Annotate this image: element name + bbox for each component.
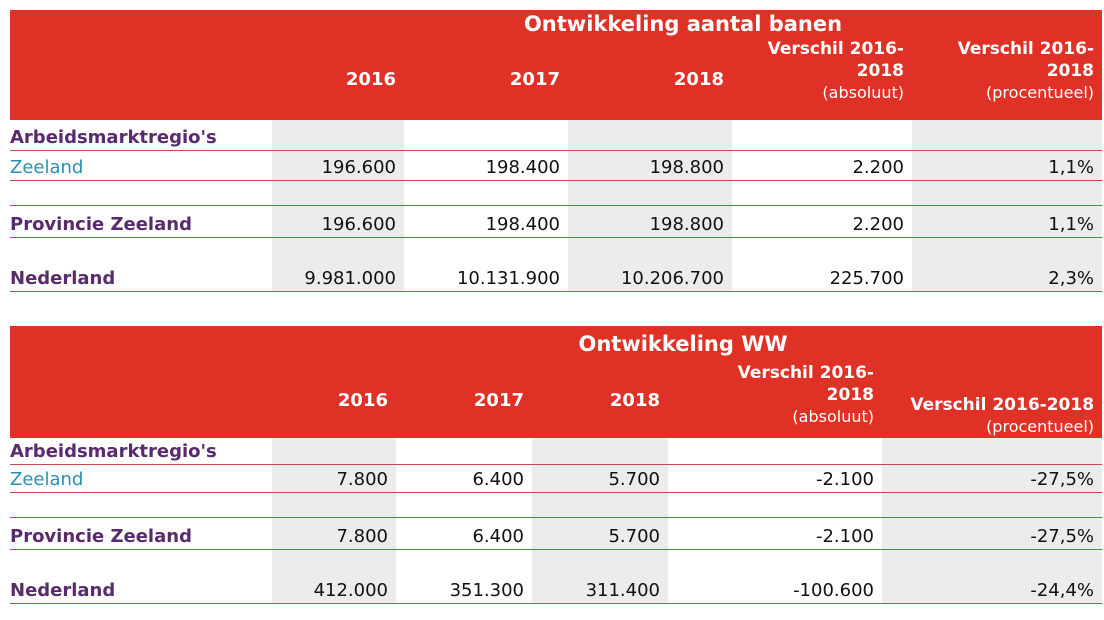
- row-label-nederland: Nederland: [10, 571, 272, 604]
- section-label: Arbeidsmarktregio's: [10, 438, 272, 465]
- row-label-zeeland[interactable]: Zeeland: [10, 150, 272, 181]
- row-label-provincie: Provincie Zeeland: [10, 517, 272, 550]
- section-label: Arbeidsmarktregio's: [10, 120, 272, 151]
- table-row: Nederland 9.981.000 10.131.900 10.206.70…: [10, 259, 1103, 292]
- row-label-nederland: Nederland: [10, 259, 272, 292]
- row-label-provincie: Provincie Zeeland: [10, 205, 272, 238]
- table-row: Zeeland 196.600 198.400 198.800 2.200 1,…: [10, 150, 1103, 181]
- col-diff-absolute: Verschil 2016- 2018 (absoluut): [732, 38, 912, 120]
- col-2018: 2018: [532, 362, 668, 438]
- col-2016: 2016: [272, 362, 396, 438]
- table-row: Zeeland 7.800 6.400 5.700 -2.100 -27,5%: [10, 464, 1103, 493]
- row-label-zeeland[interactable]: Zeeland: [10, 464, 272, 493]
- col-2016: 2016: [272, 38, 404, 120]
- ww-table: Ontwikkeling WW 2016 2017 2018 Verschil …: [10, 326, 1103, 604]
- col-diff-absolute: Verschil 2016- 2018 (absoluut): [668, 362, 882, 438]
- jobs-table: Ontwikkeling aantal banen 2016 2017 2018…: [10, 10, 1103, 292]
- jobs-table-title: Ontwikkeling aantal banen: [272, 10, 1103, 38]
- col-2017: 2017: [396, 362, 532, 438]
- col-diff-percent: Verschil 2016- 2018 (procentueel): [912, 38, 1103, 120]
- col-diff-percent: Verschil 2016-2018 (procentueel): [882, 362, 1103, 438]
- table-row: Nederland 412.000 351.300 311.400 -100.6…: [10, 571, 1103, 604]
- table-row: Provincie Zeeland 196.600 198.400 198.80…: [10, 205, 1103, 238]
- col-2017: 2017: [404, 38, 568, 120]
- ww-table-title: Ontwikkeling WW: [272, 326, 1103, 362]
- col-2018: 2018: [568, 38, 732, 120]
- table-row: Provincie Zeeland 7.800 6.400 5.700 -2.1…: [10, 517, 1103, 550]
